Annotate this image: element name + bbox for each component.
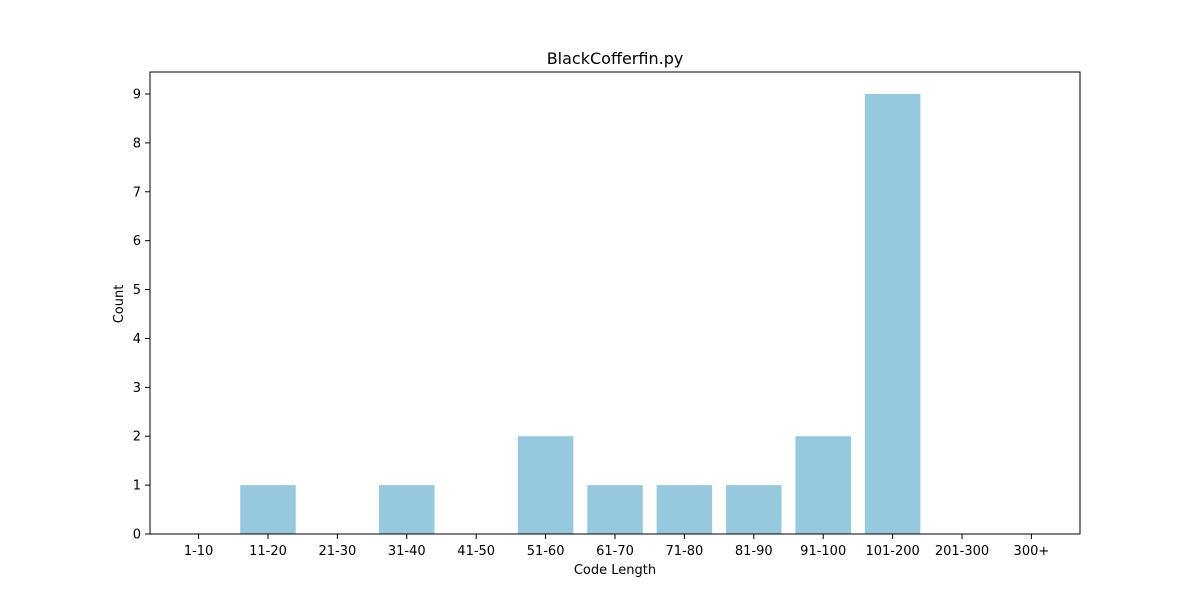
bar-31-40 [379, 485, 435, 534]
x-tick-label: 1-10 [184, 544, 214, 559]
bar-51-60 [517, 436, 574, 534]
x-tick-label: 101-200 [865, 544, 919, 559]
y-tick-label: 3 [133, 381, 141, 396]
y-tick-label: 7 [133, 185, 141, 200]
x-tick-label: 91-100 [800, 544, 846, 559]
x-axis-label: Code Length [574, 563, 656, 578]
plot-frame [149, 71, 1081, 535]
y-axis-label: Count [112, 285, 127, 324]
bar-91-100 [795, 436, 851, 534]
bar-11-20 [240, 485, 296, 534]
x-tick-label: 81-90 [735, 544, 773, 559]
y-tick-label: 6 [133, 234, 141, 249]
bar-61-70 [587, 485, 643, 534]
chart-title: BlackCofferfin.py [547, 49, 684, 68]
y-axis-ticks: 0 1 2 3 4 5 6 7 8 9 [133, 88, 150, 543]
bar-81-90 [726, 485, 782, 534]
x-tick-label: 300+ [1014, 544, 1050, 559]
x-axis-ticks: 1-10 11-20 21-30 31-40 41-50 51-60 61-70 71-80 8… [184, 534, 1049, 559]
y-tick-label: 2 [133, 430, 141, 445]
y-tick-label: 1 [133, 479, 141, 494]
x-tick-label: 51-60 [527, 544, 565, 559]
x-tick-label: 41-50 [457, 544, 495, 559]
x-tick-label: 71-80 [666, 544, 704, 559]
bar-101-200 [864, 94, 921, 534]
y-tick-label: 9 [133, 88, 141, 103]
x-tick-label: 31-40 [388, 544, 426, 559]
x-tick-label: 61-70 [596, 544, 634, 559]
y-tick-label: 0 [133, 528, 141, 543]
y-tick-label: 4 [133, 332, 141, 347]
y-tick-label: 8 [133, 136, 141, 151]
bar-71-80 [656, 485, 713, 534]
x-tick-label: 201-300 [935, 544, 989, 559]
x-tick-label: 11-20 [249, 544, 287, 559]
bars [240, 94, 921, 534]
x-tick-label: 21-30 [318, 544, 356, 559]
y-tick-label: 5 [133, 283, 141, 298]
